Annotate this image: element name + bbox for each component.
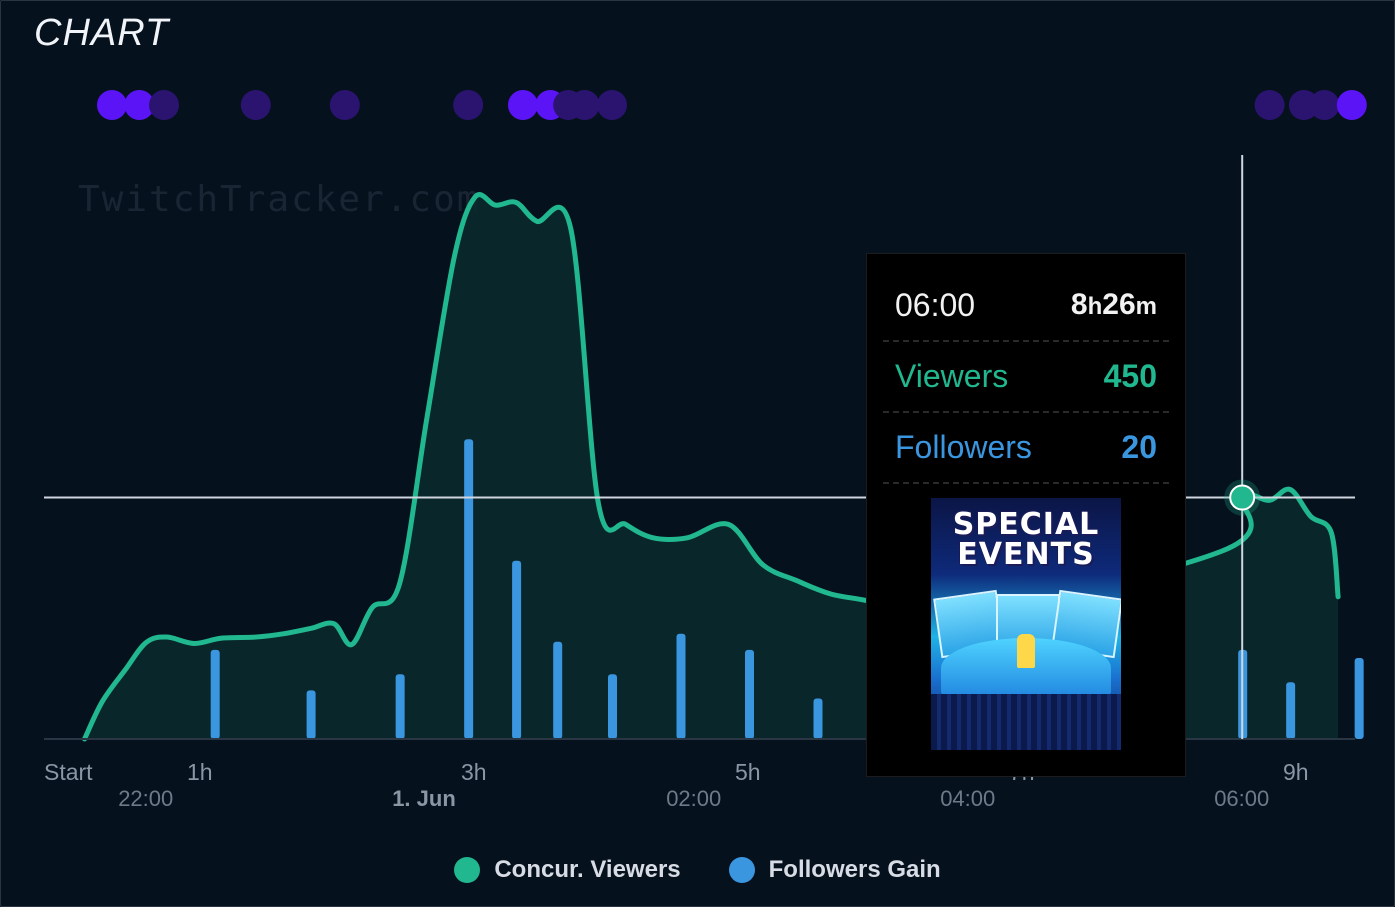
x-tick-clock: 06:00 [1214, 786, 1269, 811]
x-tick-clock: 22:00 [118, 786, 173, 811]
followers-bar [608, 674, 617, 739]
trophy-icon [1017, 634, 1035, 668]
event-marker[interactable] [507, 90, 538, 120]
tooltip: 06:00 8h26m Viewers 450 Followers 20 SPE… [866, 253, 1186, 777]
followers-bar [512, 560, 522, 739]
event-marker[interactable] [1309, 90, 1340, 120]
followers-bar [464, 439, 474, 739]
event-marker[interactable] [569, 90, 600, 120]
followers-bar [676, 633, 686, 739]
event-marker[interactable] [1288, 90, 1319, 120]
category-image-title: SPECIAL EVENTS [952, 507, 1100, 572]
followers-bar [210, 649, 220, 739]
legend-label-followers: Followers Gain [768, 856, 941, 883]
tooltip-followers-label: Followers [895, 428, 1032, 465]
x-tick-duration: Start [44, 759, 93, 785]
tooltip-viewers-row: Viewers 450 [883, 341, 1169, 411]
event-marker[interactable] [597, 90, 627, 120]
followers-bar [745, 649, 754, 739]
tooltip-time: 06:00 [895, 286, 976, 323]
legend-item-viewers[interactable]: Concur. Viewers [454, 856, 681, 884]
x-tick-clock: 04:00 [940, 786, 995, 811]
tooltip-duration: 8h26m [1070, 288, 1157, 321]
viewers-area-fill [84, 194, 1339, 739]
viewers-area [84, 194, 1339, 739]
x-tick-duration: 5h [735, 759, 761, 785]
legend: Concur. Viewers Followers Gain [0, 856, 1395, 884]
tooltip-separator [883, 411, 1169, 413]
crosshair-point [1229, 484, 1256, 511]
event-marker[interactable] [96, 90, 127, 120]
followers-bar [306, 690, 316, 739]
x-tick-duration: 9h [1283, 759, 1309, 785]
legend-dot-viewers [454, 857, 481, 883]
x-tick-duration: 1h [187, 759, 213, 785]
legend-dot-followers [728, 857, 755, 883]
event-marker[interactable] [453, 90, 484, 120]
category-image: SPECIAL EVENTS [931, 498, 1121, 750]
image-crowd [931, 694, 1121, 750]
event-marker[interactable] [149, 90, 180, 120]
followers-bar [553, 641, 563, 739]
event-marker[interactable] [124, 90, 155, 120]
tooltip-header-row: 06:00 8h26m [883, 270, 1169, 340]
watermark: TwitchTracker.com [78, 179, 480, 220]
x-tick-clock: 1. Jun [392, 786, 456, 811]
tooltip-separator [883, 340, 1169, 342]
legend-label-viewers: Concur. Viewers [494, 856, 681, 883]
event-marker[interactable] [329, 90, 360, 120]
event-markers[interactable] [96, 90, 1367, 120]
event-marker[interactable] [1254, 90, 1285, 120]
followers-bar [395, 674, 405, 739]
tooltip-viewers-label: Viewers [895, 357, 1009, 394]
followers-bar [1286, 682, 1296, 739]
x-tick-clock: 02:00 [666, 786, 721, 811]
followers-bar [1354, 658, 1364, 739]
chart-title: CHART [34, 12, 170, 54]
followers-bar [813, 698, 823, 739]
legend-item-followers[interactable]: Followers Gain [728, 856, 941, 884]
tooltip-separator [883, 482, 1169, 484]
tooltip-followers-value: 20 [1121, 428, 1157, 465]
event-marker[interactable] [240, 90, 271, 120]
x-tick-duration: 3h [461, 759, 487, 785]
event-marker[interactable] [1336, 90, 1367, 120]
tooltip-viewers-value: 450 [1103, 357, 1157, 394]
tooltip-followers-row: Followers 20 [883, 412, 1169, 482]
